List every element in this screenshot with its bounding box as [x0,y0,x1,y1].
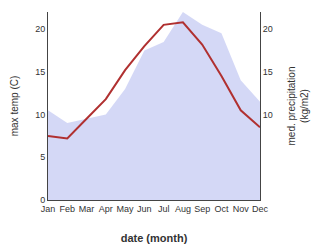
svg-text:med. precipitation(kg/m2): med. precipitation(kg/m2) [286,67,310,146]
svg-text:20: 20 [35,24,45,34]
svg-text:Apr: Apr [99,204,113,214]
svg-text:Jan: Jan [41,204,56,214]
svg-text:Sep: Sep [194,204,210,214]
svg-text:20: 20 [263,24,273,34]
svg-text:Feb: Feb [60,204,76,214]
svg-text:10: 10 [263,110,273,120]
svg-text:10: 10 [35,110,45,120]
svg-text:15: 15 [35,67,45,77]
svg-text:max temp (C): max temp (C) [9,76,20,137]
svg-text:Nov: Nov [233,204,250,214]
svg-text:Dec: Dec [252,204,269,214]
svg-text:0: 0 [40,195,45,205]
svg-text:Aug: Aug [175,204,191,214]
svg-text:date (month): date (month) [121,232,188,244]
svg-text:May: May [117,204,135,214]
svg-text:5: 5 [40,152,45,162]
svg-text:Jun: Jun [137,204,152,214]
svg-text:Jul: Jul [158,204,170,214]
svg-text:15: 15 [263,67,273,77]
svg-text:Oct: Oct [214,204,229,214]
svg-text:Mar: Mar [79,204,95,214]
